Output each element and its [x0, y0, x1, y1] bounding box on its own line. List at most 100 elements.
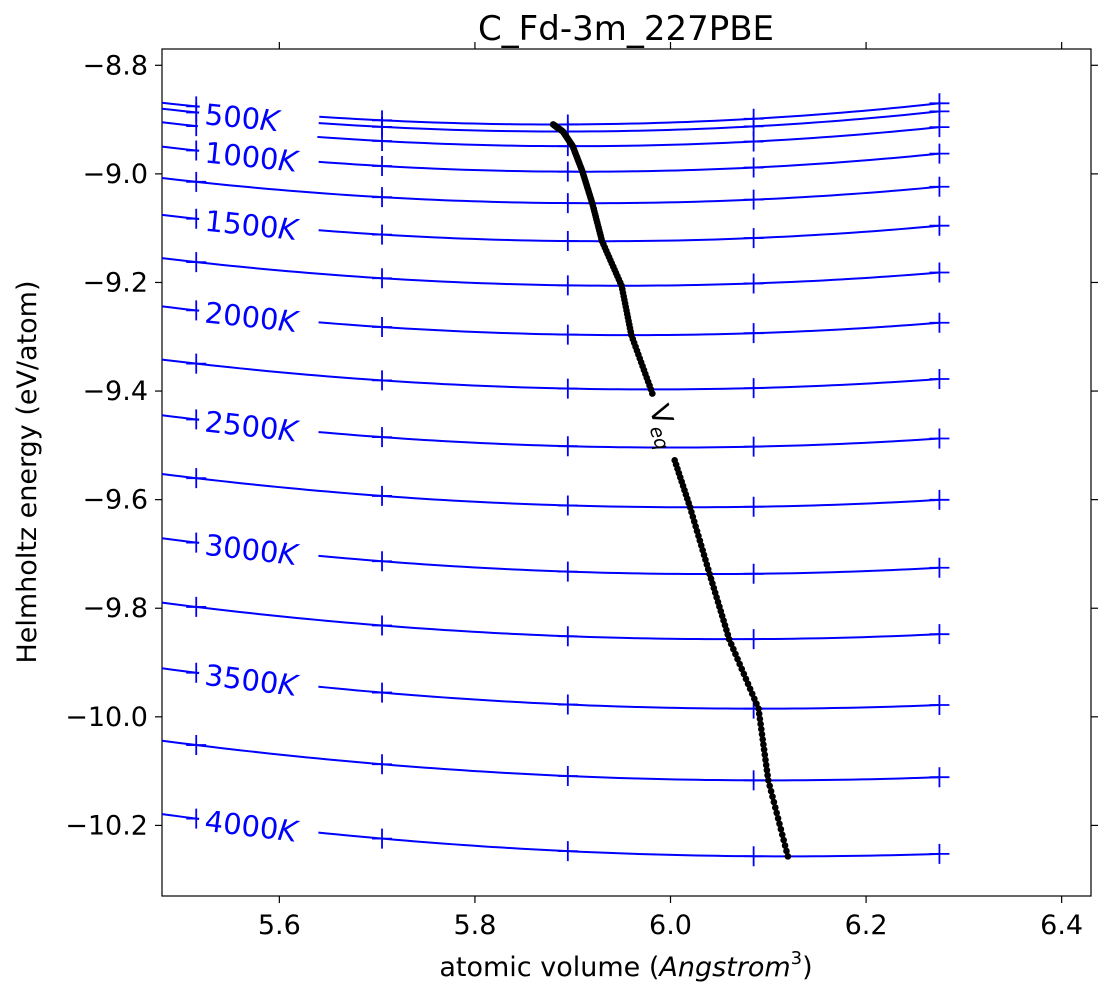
sample-marker — [372, 427, 393, 448]
free-energy-curve — [161, 358, 940, 391]
temperature-label: 1500K — [197, 201, 321, 250]
sample-marker — [929, 694, 950, 715]
sample-marker — [743, 228, 764, 249]
temperature-label: 2500K — [197, 401, 321, 451]
sample-marker — [557, 436, 578, 457]
y-tick-label: −10.2 — [65, 810, 148, 841]
sample-marker — [929, 369, 950, 390]
equilibrium-point — [767, 787, 775, 795]
sample-marker — [743, 563, 764, 584]
equilibrium-point — [730, 645, 737, 653]
sample-marker — [372, 370, 393, 391]
temperature-label-backing — [197, 94, 321, 143]
temperature-label-backing — [197, 132, 321, 181]
sample-marker — [372, 131, 393, 152]
x-axis-title-unit: Angstrom — [657, 952, 790, 983]
equilibrium-point — [777, 825, 785, 833]
equilibrium-point — [764, 771, 771, 779]
temperature-value: 2500 — [203, 405, 280, 447]
sample-marker — [372, 551, 393, 572]
sample-marker — [372, 682, 393, 703]
sample-marker — [557, 161, 578, 182]
x-axis-title-prefix: atomic volume ( — [439, 952, 659, 983]
temperature-label-text: 4000K — [203, 804, 301, 849]
free-energy-curve — [161, 176, 940, 205]
temperature-label: 1000K — [197, 132, 321, 181]
sample-marker — [929, 489, 950, 510]
equilibrium-point — [755, 710, 763, 718]
sample-marker — [372, 268, 393, 289]
temperature-label: 500K — [197, 94, 321, 143]
sample-marker — [372, 317, 393, 338]
equilibrium-point — [732, 650, 739, 658]
sample-marker — [929, 117, 950, 138]
temperature-value: 1500 — [203, 204, 280, 245]
sample-marker — [372, 615, 393, 636]
sample-marker — [929, 624, 950, 645]
equilibrium-point — [774, 815, 782, 822]
equilibrium-point — [649, 390, 656, 397]
equilibrium-point — [770, 798, 778, 806]
temperature-label-text: 1500K — [203, 204, 301, 247]
sample-marker — [557, 495, 578, 516]
x-axis-title-suffix: ) — [802, 952, 813, 983]
temperature-label-backing — [196, 801, 321, 852]
equilibrium-point — [762, 761, 770, 769]
sample-marker — [929, 215, 950, 236]
equilibrium-point — [781, 842, 789, 849]
x-axis-title-unit-power: 3 — [791, 948, 802, 969]
y-tick-label: −9.6 — [82, 485, 148, 516]
sample-marker — [557, 231, 578, 252]
sample-marker — [743, 496, 764, 517]
sample-marker — [929, 428, 950, 449]
sample-marker — [743, 629, 764, 650]
equilibrium-point — [756, 715, 764, 723]
equilibrium-point — [760, 746, 768, 753]
x-tick-label: 5.6 — [258, 910, 301, 941]
equilibrium-point — [780, 836, 787, 844]
temperature-value: 3000 — [203, 528, 280, 570]
temperature-value: 2000 — [203, 295, 280, 337]
sample-marker — [743, 846, 764, 867]
sample-marker — [743, 157, 764, 178]
y-axis-title: Helmholtz energy (eV/atom) — [12, 280, 43, 663]
equilibrium-point — [742, 675, 750, 683]
free-energy-curve — [161, 473, 940, 509]
sample-marker — [929, 767, 950, 788]
sample-marker — [929, 176, 950, 197]
equilibrium-point — [783, 847, 790, 855]
equilibrium-point — [769, 793, 776, 800]
temperature-label-text: 1000K — [203, 136, 301, 179]
temperature-value: 1000 — [203, 136, 280, 177]
x-axis-title: atomic volume (Angstrom3) — [439, 948, 812, 983]
temperature-label: 2000K — [197, 292, 321, 342]
sample-marker — [929, 143, 950, 164]
equilibrium-point — [744, 680, 752, 688]
sample-marker — [557, 766, 578, 787]
equilibrium-point — [725, 635, 733, 643]
sample-marker — [372, 828, 393, 849]
sample-marker — [557, 561, 578, 582]
sample-marker — [186, 353, 207, 374]
temperature-label-backing — [197, 525, 321, 575]
equilibrium-point — [762, 756, 769, 764]
sample-marker — [372, 156, 393, 177]
equilibrium-point — [761, 751, 769, 759]
temperature-value: 500 — [203, 97, 261, 136]
sample-marker — [743, 770, 764, 791]
equilibrium-point — [740, 670, 748, 678]
x-tick-label: 6.0 — [649, 910, 692, 941]
sample-marker — [372, 187, 393, 208]
equilibrium-point — [764, 777, 772, 784]
sample-marker — [557, 324, 578, 345]
y-tick-label: −9.2 — [82, 267, 148, 298]
equilibrium-point — [751, 695, 758, 703]
equilibrium-point — [727, 640, 735, 648]
equilibrium-point — [738, 665, 746, 673]
equilibrium-point — [758, 730, 766, 738]
equilibrium-point — [773, 809, 780, 817]
equilibrium-point — [736, 660, 743, 668]
temperature-label-backing — [197, 292, 321, 342]
